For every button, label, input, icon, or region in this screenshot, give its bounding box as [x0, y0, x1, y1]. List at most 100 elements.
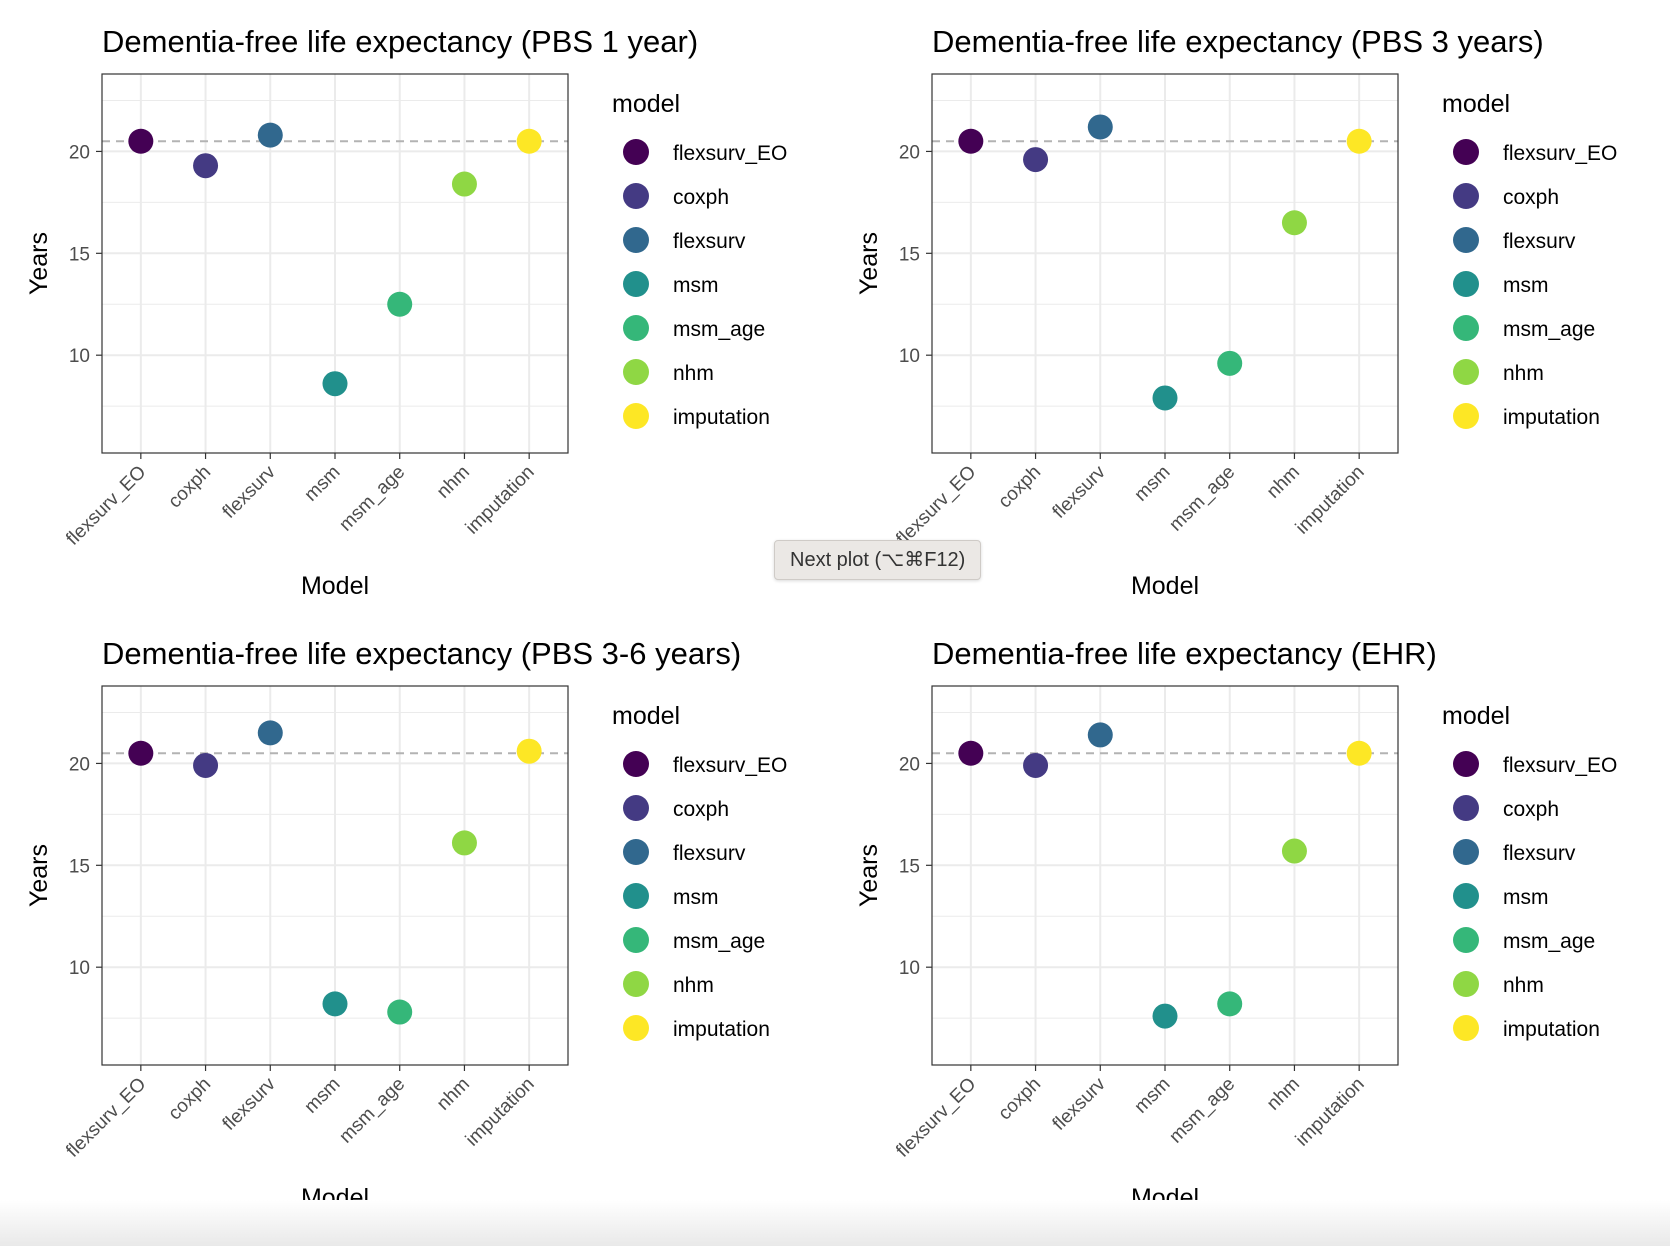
legend-label-nhm: nhm: [673, 974, 714, 997]
legend-label-msm_age: msm_age: [673, 318, 765, 341]
y-tick-label: 15: [69, 244, 90, 265]
legend-key-msm_age: [623, 927, 649, 953]
legend-label-flexsurv: flexsurv: [673, 230, 746, 253]
x-tick-label: flexsurv: [219, 461, 280, 522]
legend-label-imputation: imputation: [673, 406, 770, 429]
legend-title: model: [1442, 702, 1510, 730]
legend-key-imputation: [1453, 1015, 1479, 1041]
legend-label-msm: msm: [1503, 274, 1549, 297]
y-tick-label: 20: [69, 142, 90, 163]
legend-title: model: [612, 90, 680, 118]
y-tick-label: 20: [69, 754, 90, 775]
chart-panel-1: Dementia-free life expectancy (PBS 1 yea…: [25, 24, 787, 600]
legend-key-flexsurv: [1453, 227, 1479, 253]
legend-key-imputation: [623, 1015, 649, 1041]
x-tick-label: nhm: [433, 1074, 474, 1115]
data-point-msm: [322, 371, 348, 397]
legend-label-imputation: imputation: [1503, 406, 1600, 429]
legend-key-flexsurv: [623, 839, 649, 865]
y-tick-label: 15: [69, 856, 90, 877]
chart-panel-4: Dementia-free life expectancy (EHR) 10 15 2…: [855, 636, 1617, 1212]
x-tick-label: flexsurv_EO: [62, 1074, 150, 1162]
data-point-coxph: [193, 153, 219, 179]
legend-label-msm_age: msm_age: [673, 930, 765, 953]
data-point-imputation: [1346, 740, 1372, 766]
data-point-msm: [322, 991, 348, 1017]
legend-label-flexsurv: flexsurv: [1503, 230, 1576, 253]
x-axis-title: Model: [301, 572, 369, 600]
legend-key-nhm: [1453, 971, 1479, 997]
chart-panel-3: Dementia-free life expectancy (PBS 3-6 y…: [25, 636, 787, 1212]
x-tick-label: imputation: [462, 462, 539, 539]
y-axis-title: Years: [855, 232, 883, 295]
data-point-flexsurv: [257, 720, 283, 746]
data-point-msm_age: [1217, 991, 1243, 1017]
legend-key-flexsurv_EO: [1453, 751, 1479, 777]
x-tick-label: flexsurv_EO: [62, 462, 150, 550]
data-point-flexsurv: [1087, 722, 1113, 748]
y-tick-label: 15: [899, 244, 920, 265]
y-tick-label: 10: [899, 958, 920, 979]
legend-key-flexsurv_EO: [1453, 139, 1479, 165]
legend-label-flexsurv_EO: flexsurv_EO: [673, 142, 787, 165]
x-tick-label: msm_age: [335, 1074, 409, 1148]
data-point-nhm: [1281, 210, 1307, 236]
x-tick-label: coxph: [164, 1074, 215, 1125]
legend-key-nhm: [623, 971, 649, 997]
legend-key-nhm: [623, 359, 649, 385]
chart-title: Dementia-free life expectancy (EHR): [932, 636, 1437, 671]
data-point-flexsurv_EO: [958, 740, 984, 766]
x-tick-label: msm_age: [1165, 1074, 1239, 1148]
chart-panel-2: Dementia-free life expectancy (PBS 3 yea…: [855, 24, 1617, 600]
legend-label-msm_age: msm_age: [1503, 318, 1595, 341]
legend-key-msm: [623, 271, 649, 297]
legend-label-nhm: nhm: [1503, 974, 1544, 997]
y-tick-label: 10: [899, 346, 920, 367]
x-tick-label: nhm: [1263, 1074, 1304, 1115]
y-axis-title: Years: [25, 232, 53, 295]
legend-label-coxph: coxph: [1503, 798, 1559, 821]
data-point-nhm: [451, 171, 477, 197]
chart-title: Dementia-free life expectancy (PBS 3-6 y…: [102, 636, 741, 671]
data-point-flexsurv_EO: [128, 128, 154, 154]
chart-title: Dementia-free life expectancy (PBS 3 yea…: [932, 24, 1544, 59]
x-tick-label: imputation: [1292, 1074, 1369, 1151]
x-axis-title: Model: [1131, 572, 1199, 600]
legend-label-flexsurv_EO: flexsurv_EO: [1503, 142, 1617, 165]
data-point-msm: [1152, 1003, 1178, 1029]
chart-title: Dementia-free life expectancy (PBS 1 yea…: [102, 24, 698, 59]
legend-key-flexsurv_EO: [623, 139, 649, 165]
data-point-msm: [1152, 385, 1178, 411]
legend-label-msm_age: msm_age: [1503, 930, 1595, 953]
y-tick-label: 15: [899, 856, 920, 877]
x-tick-label: flexsurv: [1049, 1073, 1110, 1134]
x-tick-label: coxph: [994, 1074, 1045, 1125]
data-point-imputation: [1346, 128, 1372, 154]
x-tick-label: flexsurv_EO: [892, 462, 980, 550]
data-point-coxph: [1023, 752, 1049, 778]
x-tick-label: imputation: [462, 1074, 539, 1151]
data-point-nhm: [451, 830, 477, 856]
legend-key-coxph: [1453, 183, 1479, 209]
legend-key-msm_age: [1453, 315, 1479, 341]
legend-label-imputation: imputation: [673, 1018, 770, 1041]
legend-key-nhm: [1453, 359, 1479, 385]
data-point-imputation: [516, 128, 542, 154]
x-tick-label: flexsurv: [1049, 461, 1110, 522]
legend-label-coxph: coxph: [1503, 186, 1559, 209]
legend-label-imputation: imputation: [1503, 1018, 1600, 1041]
legend-label-flexsurv_EO: flexsurv_EO: [1503, 754, 1617, 777]
x-tick-label: msm_age: [335, 462, 409, 536]
legend-key-flexsurv: [1453, 839, 1479, 865]
legend-label-flexsurv: flexsurv: [1503, 842, 1576, 865]
legend-label-msm: msm: [673, 274, 719, 297]
data-point-imputation: [516, 738, 542, 764]
y-tick-label: 20: [899, 754, 920, 775]
legend-key-imputation: [1453, 403, 1479, 429]
legend-label-msm: msm: [1503, 886, 1549, 909]
